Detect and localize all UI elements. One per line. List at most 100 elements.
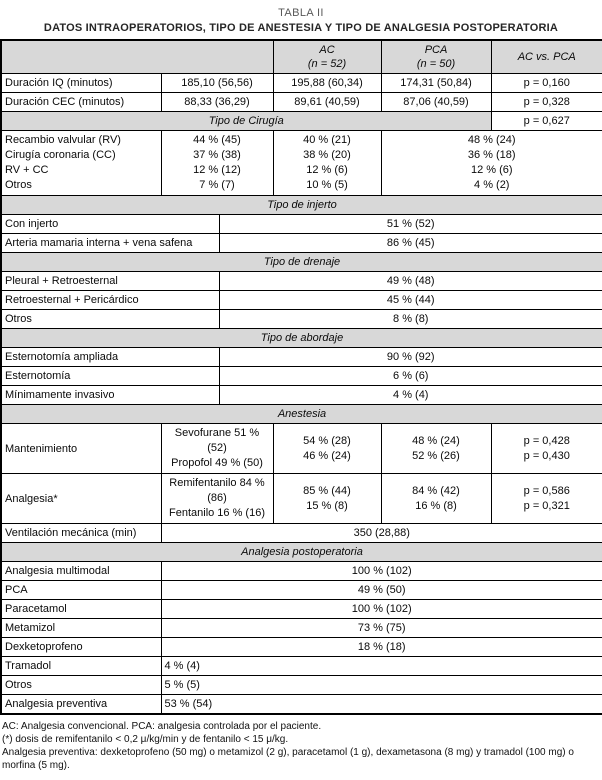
cell-value: 38 % (20) [303,149,351,161]
cell-value: 84 % (42) [412,484,460,497]
row-label: Cirugía coronaria (CC) [5,149,116,161]
cell-ac: 54 % (28) 46 % (24) [272,423,382,474]
table-number: TABLA II [278,7,324,19]
cell-pca: 48 % (24) 36 % (18) 12 % (6) 4 % (2) [380,130,602,196]
cell-value: 350 (28,88) [160,523,602,543]
cell-value: 49 % (48) [218,271,602,291]
row-label: Dexketoprofeno [0,637,162,657]
cell-value: p = 0,321 [523,499,570,512]
row-label: Analgesia multimodal [0,561,162,581]
row-postop-0: Analgesia multimodal 100 % (102) [0,561,602,581]
section-row-injerto: Tipo de injerto [0,195,602,215]
cell-total: 185,10 (56,56) [160,73,274,93]
cell-pvalue: p = 0,586 p = 0,321 [490,473,602,524]
col-header-pca-n: (n = 50) [416,58,456,70]
cell-value: Sevofurane 51 % (52) [174,427,260,454]
cell-pca: 48 % (24) 52 % (26) [380,423,492,474]
row-label: PCA [0,580,162,600]
cell-value: 53 % (54) [160,694,602,715]
cell-value: p = 0,430 [523,449,570,462]
cell-value: 7 % (7) [199,179,235,191]
cell-value: 73 % (75) [160,618,602,638]
row-abordaje-0: Esternotomía ampliada 90 % (92) [0,347,602,367]
row-abordaje-1: Esternotomía 6 % (6) [0,366,602,386]
cell-value: 100 % (102) [160,561,602,581]
row-postop-2: Paracetamol 100 % (102) [0,599,602,619]
cell-pvalue: p = 0,328 [490,92,602,112]
cell-value: 85 % (44) [303,484,351,497]
cell-pca: 174,31 (50,84) [380,73,492,93]
cell-value: p = 0,586 [523,484,570,497]
cell-value: 52 % (26) [412,449,460,462]
cell-value: 15 % (8) [306,499,348,512]
row-postop-4: Dexketoprofeno 18 % (18) [0,637,602,657]
cell-total: Sevofurane 51 % (52) Propofol 49 % (50) [160,423,274,474]
section-title: Tipo de drenaje [0,252,602,272]
section-title: Tipo de injerto [0,195,602,215]
row-label: Paracetamol [0,599,162,619]
cell-pvalue: p = 0,428 p = 0,430 [490,423,602,474]
col-header-ac: AC (n = 52) [272,39,382,74]
cell-value: 44 % (45) [193,134,241,146]
row-label: Ventilación mecánica (min) [0,523,162,543]
cell-value: 8 % (8) [218,309,602,329]
cell-value: 18 % (18) [160,637,602,657]
section-title: Tipo de abordaje [0,328,602,348]
row-postop-1: PCA 49 % (50) [0,580,602,600]
page-title: DATOS INTRAOPERATORIOS, TIPO DE ANESTESI… [43,22,559,34]
row-label: Pleural + Retroesternal [0,271,220,291]
cell-value: 10 % (5) [306,179,348,191]
row-drenaje-1: Retroesternal + Pericárdico 45 % (44) [0,290,602,310]
row-label: Retroesternal + Pericárdico [0,290,220,310]
section-title: Anestesia [0,404,602,424]
cell-value: 37 % (38) [193,149,241,161]
cell-total: Remifentanilo 84 % (86) Fentanilo 16 % (… [160,473,274,524]
cell-value: 4 % (4) [218,385,602,405]
row-label: Duración IQ (minutos) [0,73,162,93]
cell-value: Fentanilo 16 % (16) [169,507,265,519]
row-label: RV + CC [5,164,49,176]
cell-value: Remifentanilo 84 % [169,477,265,489]
cell-total: 44 % (45) 37 % (38) 12 % (12) 7 % (7) [160,130,274,196]
row-label: Duración CEC (minutos) [0,92,162,112]
cell-value: 86 % (45) [218,233,602,253]
section-row-cirugia: Tipo de Cirugía p = 0,627 [0,111,602,131]
row-label: Mínimamente invasivo [0,385,220,405]
cell-value: 6 % (6) [218,366,602,386]
col-header-comparison: AC vs. PCA [490,39,602,74]
cell-value: 100 % (102) [160,599,602,619]
row-label: Recambio valvular (RV) [5,134,121,146]
cell-value: 4 % (4) [160,656,602,676]
cell-ac: 195,88 (60,34) [272,73,382,93]
section-title: Analgesia postoperatoria [0,542,602,562]
footnote: (*) dosis de remifentanilo < 0,2 μ/kg/mi… [2,734,289,745]
cell-total: 88,33 (36,29) [160,92,274,112]
section-title: Tipo de Cirugía [0,111,492,131]
cell-value: 49 % (50) [160,580,602,600]
cell-value: 48 % (24) [467,134,516,146]
cell-pca: 84 % (42) 16 % (8) [380,473,492,524]
cell-value: 16 % (8) [415,499,457,512]
row-label: Arteria mamaria interna + vena safena [0,233,220,253]
cell-pvalue: p = 0,627 [490,111,602,131]
section-row-anestesia: Anestesia [0,404,602,424]
cell-value: 12 % (6) [470,164,513,176]
row-ventilacion: Ventilación mecánica (min) 350 (28,88) [0,523,602,543]
data-table: AC (n = 52) PCA (n = 50) AC vs. PCA Dura… [0,39,602,715]
col-header-pca-name: PCA [424,44,448,56]
row-abordaje-2: Mínimamente invasivo 4 % (4) [0,385,602,405]
footnote: Analgesia preventiva: dexketoprofeno (50… [2,747,574,771]
footnote: AC: Analgesia convencional. PCA: analges… [2,721,322,732]
col-header-ac-name: AC [319,44,335,56]
row-cirugia-data: Recambio valvular (RV) Cirugía coronaria… [0,130,602,196]
cell-value: 45 % (44) [218,290,602,310]
row-label: Analgesia preventiva [0,694,162,715]
row-con-injerto: Con injerto 51 % (52) [0,214,602,234]
row-label: Con injerto [0,214,220,234]
row-label: Tramadol [0,656,162,676]
cell-value: 36 % (18) [467,149,516,161]
footnotes: AC: Analgesia convencional. PCA: analges… [0,715,602,780]
row-label: Esternotomía [0,366,220,386]
row-postop-5: Tramadol 4 % (4) [0,656,602,676]
